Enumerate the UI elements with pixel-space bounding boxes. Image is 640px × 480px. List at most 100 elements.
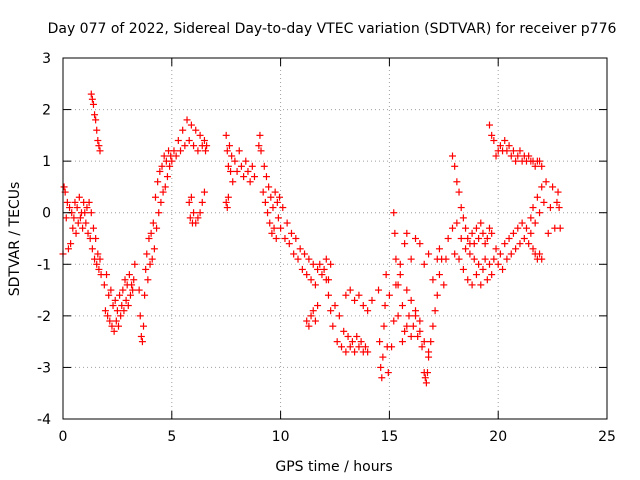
- data-point: [94, 137, 102, 145]
- data-point: [73, 204, 81, 212]
- data-point: [536, 209, 544, 217]
- data-point: [146, 260, 154, 268]
- data-point: [153, 224, 161, 232]
- data-point: [359, 302, 367, 310]
- data-point: [322, 255, 330, 263]
- data-point: [553, 198, 561, 206]
- data-point: [514, 152, 522, 160]
- data-point: [353, 332, 361, 340]
- data-point: [520, 235, 528, 242]
- data-point: [496, 142, 504, 150]
- data-point: [331, 302, 339, 310]
- data-point: [505, 142, 513, 150]
- data-point: [93, 126, 101, 134]
- data-point: [421, 374, 429, 382]
- data-point: [355, 291, 363, 299]
- data-point: [72, 229, 80, 237]
- data-point: [140, 322, 148, 330]
- data-point: [266, 219, 274, 227]
- data-point: [87, 209, 95, 217]
- data-point: [79, 224, 87, 232]
- data-point: [194, 147, 202, 155]
- data-point: [420, 260, 428, 268]
- data-point: [512, 245, 520, 253]
- data-point: [472, 271, 480, 279]
- data-point: [496, 250, 504, 258]
- data-point: [451, 162, 459, 170]
- data-point: [260, 162, 268, 170]
- data-point: [449, 224, 457, 232]
- data-point: [379, 353, 387, 361]
- data-point: [433, 291, 441, 299]
- data-point: [87, 90, 95, 98]
- data-point: [131, 260, 139, 268]
- data-point: [107, 286, 115, 294]
- data-point: [305, 322, 313, 330]
- data-point: [457, 235, 465, 242]
- data-point: [117, 312, 125, 320]
- data-point: [126, 291, 134, 299]
- data-point: [104, 312, 112, 320]
- data-point: [229, 178, 237, 186]
- data-point: [549, 183, 557, 191]
- data-point: [483, 276, 491, 284]
- data-point: [485, 121, 493, 129]
- data-point: [240, 173, 248, 181]
- data-point: [119, 286, 127, 294]
- data-point: [507, 152, 515, 160]
- data-point: [170, 147, 178, 155]
- data-point: [540, 198, 548, 206]
- data-point: [468, 281, 476, 289]
- data-point: [377, 363, 385, 371]
- y-tick-label: -4: [37, 412, 51, 428]
- y-axis-label: SDTVAR / TECUs: [7, 182, 23, 297]
- data-point: [427, 338, 435, 346]
- data-point: [462, 224, 470, 232]
- data-point: [303, 271, 311, 279]
- data-point: [416, 240, 424, 248]
- data-point: [394, 281, 402, 289]
- data-point: [223, 204, 231, 212]
- data-point: [83, 204, 91, 212]
- data-point: [125, 271, 133, 279]
- data-point: [88, 95, 96, 103]
- data-point: [301, 250, 309, 258]
- data-point: [71, 198, 79, 206]
- data-point: [148, 255, 156, 263]
- data-point: [416, 327, 424, 335]
- data-point: [488, 229, 496, 237]
- data-point: [307, 312, 315, 320]
- data-point: [490, 255, 498, 263]
- data-point: [285, 240, 293, 248]
- data-point: [390, 317, 398, 325]
- data-point: [546, 204, 554, 212]
- data-point: [375, 286, 383, 294]
- data-point: [267, 193, 275, 201]
- data-point: [106, 317, 114, 325]
- data-point: [433, 255, 441, 263]
- data-point: [435, 271, 443, 279]
- y-tick-label: -2: [37, 309, 51, 325]
- data-point: [479, 265, 487, 273]
- data-point: [501, 137, 509, 145]
- data-point: [296, 245, 304, 253]
- data-point: [112, 317, 120, 325]
- data-point: [536, 157, 544, 165]
- data-point: [459, 265, 467, 273]
- data-point: [529, 204, 537, 212]
- data-point: [81, 209, 89, 217]
- data-point: [492, 245, 500, 253]
- data-point: [120, 307, 128, 315]
- data-point: [522, 224, 530, 232]
- data-point: [409, 322, 417, 330]
- data-point: [470, 255, 478, 263]
- data-point: [340, 327, 348, 335]
- data-point: [444, 235, 452, 242]
- data-point: [228, 152, 236, 160]
- data-point: [224, 162, 232, 170]
- data-point: [401, 327, 409, 335]
- data-point: [84, 229, 92, 237]
- data-point: [129, 286, 137, 294]
- data-point: [190, 209, 198, 217]
- data-point: [388, 343, 396, 351]
